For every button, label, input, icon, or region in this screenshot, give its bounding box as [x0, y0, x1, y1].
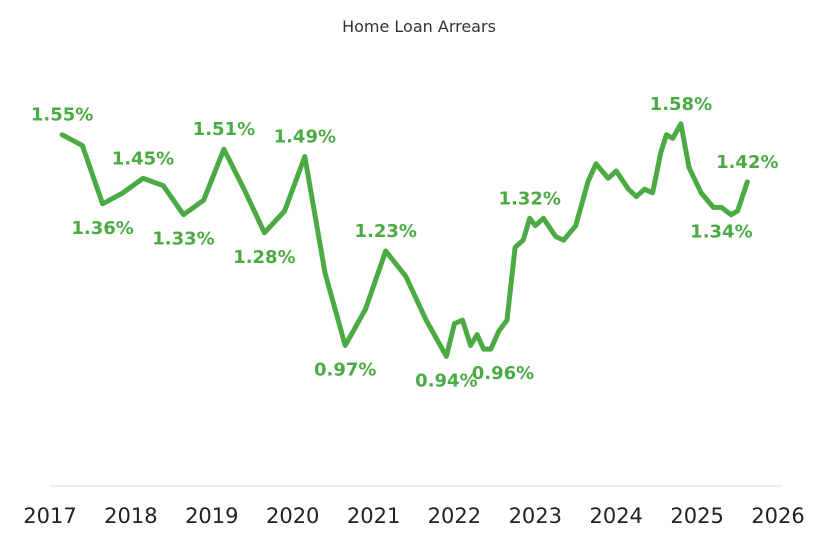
x-tick-label: 2024 — [589, 504, 642, 528]
data-label: 1.42% — [716, 152, 778, 173]
data-label: 0.96% — [472, 363, 534, 384]
data-label: 1.34% — [690, 221, 752, 242]
data-label: 1.32% — [498, 188, 560, 209]
x-tick-label: 2018 — [104, 504, 157, 528]
series-layer — [59, 121, 750, 359]
x-tick-label: 2022 — [428, 504, 481, 528]
data-labels-layer: 1.55% 1.45% 1.36% 1.51% 1.33% 1.49% 1.28% 1.23%… — [31, 94, 779, 392]
data-label: 1.36% — [71, 218, 133, 239]
data-label: 1.55% — [31, 105, 93, 126]
x-tick-label: 2019 — [185, 504, 238, 528]
data-label: 0.97% — [314, 360, 376, 381]
data-label: 1.28% — [233, 247, 295, 268]
x-tick-label: 2020 — [266, 504, 319, 528]
data-label: 1.51% — [193, 119, 255, 140]
series-line-0 — [59, 121, 750, 359]
x-tick-label: 2021 — [347, 504, 400, 528]
chart-title: Home Loan Arrears — [342, 17, 496, 36]
x-tick-label: 2023 — [509, 504, 562, 528]
data-label: 1.33% — [152, 229, 214, 250]
data-label: 1.58% — [650, 94, 712, 115]
data-label: 1.23% — [354, 221, 416, 242]
data-label: 1.45% — [112, 148, 174, 169]
x-tick-label: 2026 — [751, 504, 804, 528]
data-label: 0.94% — [415, 370, 477, 391]
x-tick-labels: 2017 2018 2019 2020 2021 2022 2023 2024 2025 2026 — [23, 504, 804, 528]
data-label: 1.49% — [274, 127, 336, 148]
x-tick-label: 2017 — [23, 504, 76, 528]
x-tick-label: 2025 — [670, 504, 723, 528]
